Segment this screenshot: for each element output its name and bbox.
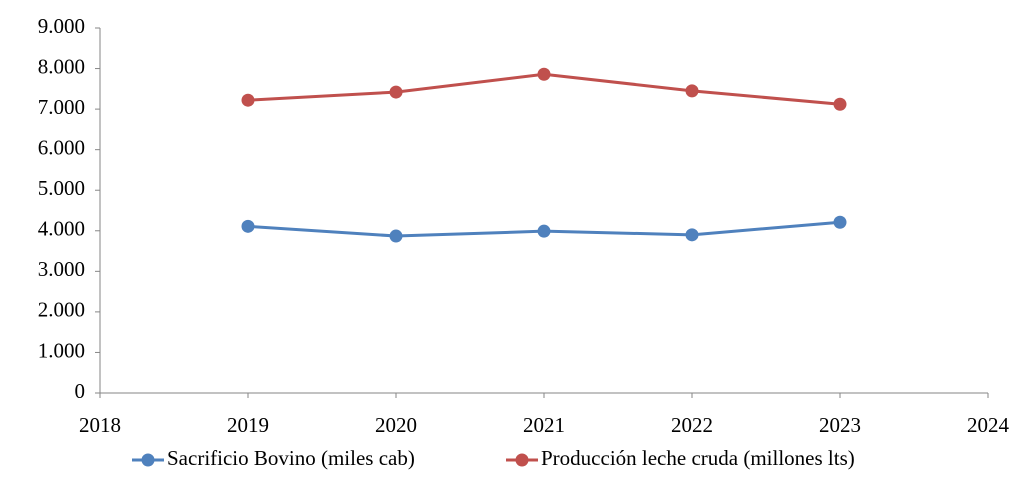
x-tick-label: 2021 xyxy=(523,413,565,437)
series-marker xyxy=(833,215,847,229)
y-tick-label: 4.000 xyxy=(38,217,85,241)
y-tick-label: 1.000 xyxy=(38,338,85,362)
x-tick-label: 2023 xyxy=(819,413,861,437)
y-tick-label: 0 xyxy=(75,379,86,403)
y-tick-label: 6.000 xyxy=(38,135,85,159)
series-marker xyxy=(833,97,847,111)
series-marker xyxy=(537,67,551,81)
x-tick-label: 2020 xyxy=(375,413,417,437)
y-tick-label: 5.000 xyxy=(38,176,85,200)
series-marker xyxy=(241,219,255,233)
series-marker xyxy=(685,84,699,98)
y-tick-label: 8.000 xyxy=(38,54,85,78)
x-tick-label: 2019 xyxy=(227,413,269,437)
x-tick-label: 2018 xyxy=(79,413,121,437)
series-marker xyxy=(241,93,255,107)
x-tick-label: 2022 xyxy=(671,413,713,437)
x-tick-label: 2024 xyxy=(967,413,1010,437)
legend-label: Producción leche cruda (millones lts) xyxy=(541,446,855,470)
y-tick-label: 7.000 xyxy=(38,95,85,119)
y-tick-label: 3.000 xyxy=(38,257,85,281)
series-marker xyxy=(389,229,403,243)
legend-marker xyxy=(141,453,155,467)
series-marker xyxy=(685,228,699,242)
series-marker xyxy=(389,85,403,99)
legend-marker xyxy=(515,453,529,467)
legend-label: Sacrificio Bovino (miles cab) xyxy=(167,446,415,470)
series-marker xyxy=(537,224,551,238)
y-tick-label: 2.000 xyxy=(38,298,85,322)
y-tick-label: 9.000 xyxy=(38,14,85,38)
